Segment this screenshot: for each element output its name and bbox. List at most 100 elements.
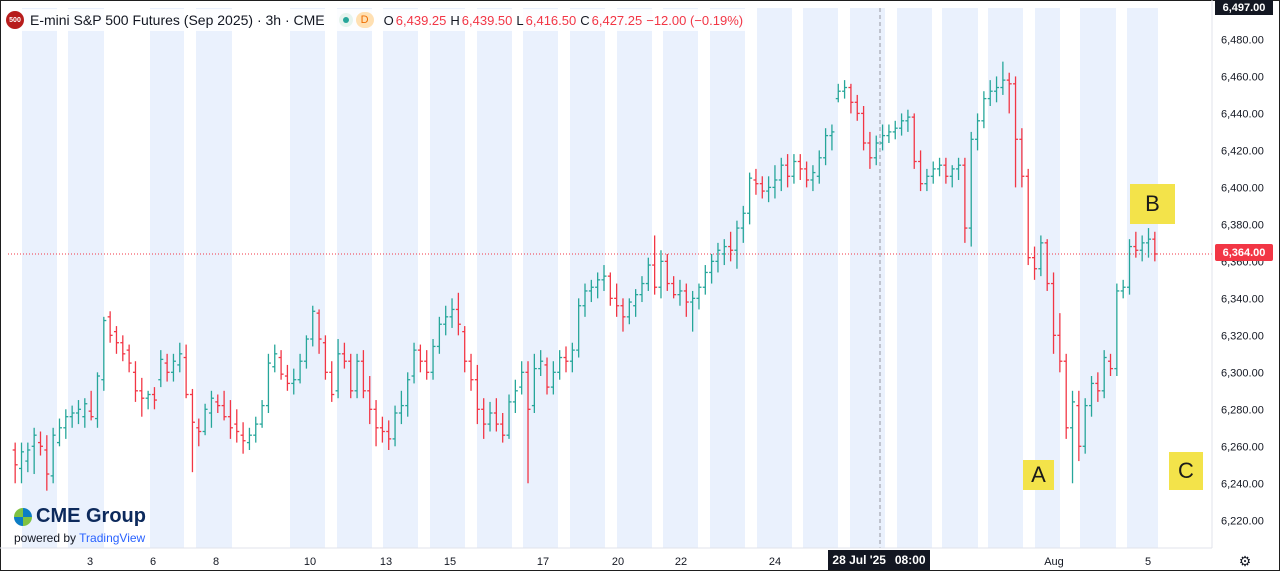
ohlc-bar[interactable] [1038,235,1044,277]
ohlc-bar[interactable] [658,250,664,299]
ohlc-bar[interactable] [975,113,981,151]
ohlc-bar[interactable] [544,357,550,395]
ohlc-bar[interactable] [696,283,702,310]
ohlc-bar[interactable] [791,154,797,184]
ohlc-bar[interactable] [297,353,303,384]
ohlc-bar[interactable] [462,326,468,373]
ohlc-bar[interactable] [493,398,499,432]
ohlc-bar[interactable] [430,339,436,380]
ohlc-bar[interactable] [31,427,37,475]
ohlc-bar[interactable] [918,150,924,192]
ohlc-bar[interactable] [1139,235,1145,262]
ohlc-bar[interactable] [259,400,265,428]
ohlc-bar[interactable] [272,344,278,373]
ohlc-bar[interactable] [671,276,677,299]
ohlc-bar[interactable] [246,427,252,450]
ohlc-bar[interactable] [905,109,911,132]
ohlc-bar[interactable] [341,342,347,369]
ohlc-bar[interactable] [1101,350,1107,399]
ohlc-bar[interactable] [1070,390,1076,484]
ohlc-bar[interactable] [94,372,100,428]
tradingview-link[interactable]: TradingView [79,531,146,545]
ohlc-bar[interactable] [1120,279,1126,299]
ohlc-bar[interactable] [291,368,297,395]
ohlc-bar[interactable] [557,350,563,380]
ohlc-bar[interactable] [962,157,968,243]
ohlc-bar[interactable] [1127,239,1133,295]
ohlc-bar[interactable] [835,83,841,103]
ohlc-bar[interactable] [63,409,69,439]
ohlc-bar[interactable] [797,154,803,180]
annotation-a[interactable]: A [1023,460,1054,490]
ohlc-bar[interactable] [1025,168,1031,266]
ohlc-bar[interactable] [582,283,588,317]
ohlc-bar[interactable] [943,157,949,184]
ohlc-bar[interactable] [107,311,113,343]
ohlc-bar[interactable] [512,379,518,413]
ohlc-bar[interactable] [56,418,62,447]
ohlc-bar[interactable] [424,350,430,380]
ohlc-bar[interactable] [702,265,708,295]
ohlc-bar[interactable] [899,113,905,136]
ohlc-bar[interactable] [170,353,176,382]
ohlc-bar[interactable] [164,353,170,382]
ohlc-bar[interactable] [386,420,392,450]
ohlc-bar[interactable] [721,239,727,266]
ohlc-bar[interactable] [132,361,138,402]
ohlc-bar[interactable] [303,335,309,369]
ohlc-bar[interactable] [1152,231,1158,262]
ohlc-bar[interactable] [766,176,772,203]
ohlc-bar[interactable] [937,157,943,177]
ohlc-bar[interactable] [348,353,354,399]
ohlc-bar[interactable] [569,342,575,373]
ohlc-bar[interactable] [645,257,651,291]
ohlc-bar[interactable] [221,390,227,421]
ohlc-bar[interactable] [265,353,271,413]
annotation-c[interactable]: C [1169,452,1203,490]
ohlc-bar[interactable] [1032,246,1038,280]
ohlc-bar[interactable] [911,113,917,169]
ohlc-bar[interactable] [139,377,145,417]
symbol-title[interactable]: E-mini S&P 500 Futures (Sep 2025) · 3h ·… [30,12,325,28]
ohlc-bar[interactable] [322,335,328,380]
ohlc-bar[interactable] [715,242,721,273]
market-status[interactable]: D [338,12,374,28]
ohlc-bar[interactable] [709,253,715,284]
ohlc-bar[interactable] [189,388,195,473]
ohlc-bar[interactable] [987,80,993,107]
ohlc-bar[interactable] [379,416,385,443]
ohlc-bar[interactable] [487,401,493,432]
ohlc-bar[interactable] [626,298,632,325]
ohlc-bar[interactable] [436,316,442,354]
ohlc-bar[interactable] [873,135,879,166]
ohlc-bar[interactable] [500,413,506,443]
ohlc-bar[interactable] [981,91,987,129]
ohlc-bar[interactable] [576,298,582,358]
ohlc-bar[interactable] [639,276,645,303]
ohlc-bar[interactable] [360,350,366,399]
ohlc-bar[interactable] [519,361,525,395]
ohlc-bar[interactable] [677,279,683,306]
ohlc-bar[interactable] [607,272,613,306]
ohlc-bar[interactable] [88,390,94,421]
ohlc-bar[interactable] [753,168,759,195]
ohlc-bar[interactable] [588,279,594,303]
ohlc-bar[interactable] [1095,372,1101,402]
ohlc-bar[interactable] [50,427,56,484]
ohlc-bar[interactable] [823,128,829,166]
ohlc-bar[interactable] [373,400,379,447]
ohlc-bar[interactable] [18,442,24,484]
ohlc-bar[interactable] [417,344,423,373]
ohlc-bar[interactable] [82,398,88,428]
ohlc-bar[interactable] [145,390,151,410]
ohlc-bar[interactable] [620,298,626,332]
ohlc-bar[interactable] [810,165,816,192]
ohlc-bar[interactable] [1051,272,1057,354]
ohlc-bar[interactable] [924,168,930,192]
ohlc-bar[interactable] [930,161,936,184]
ohlc-bar[interactable] [253,416,259,443]
ohlc-bar[interactable] [854,94,860,121]
gear-icon[interactable]: ⚙ [1238,553,1252,569]
ohlc-bar[interactable] [506,394,512,439]
